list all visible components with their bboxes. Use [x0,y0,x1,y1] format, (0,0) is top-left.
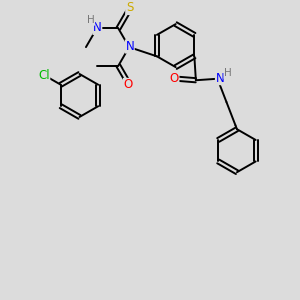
Text: N: N [93,21,102,34]
Text: H: H [87,15,94,25]
Text: O: O [169,72,179,85]
Text: H: H [224,68,232,78]
Text: S: S [126,2,133,14]
Text: Cl: Cl [38,68,50,82]
Text: O: O [124,78,133,92]
Text: N: N [125,40,134,53]
Text: N: N [215,72,224,85]
